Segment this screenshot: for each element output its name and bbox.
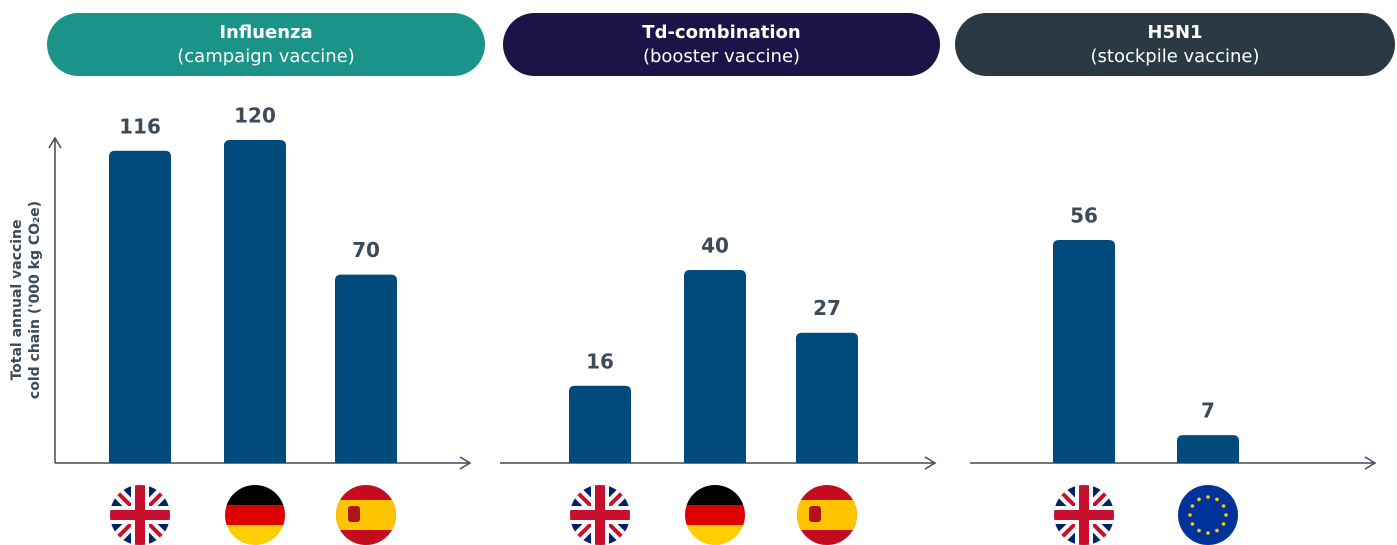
y-label-line: Total annual vaccine <box>9 219 25 380</box>
value-label: 120 <box>234 104 276 128</box>
header-pill <box>955 13 1395 76</box>
bar <box>335 274 397 463</box>
value-label: 27 <box>813 296 841 320</box>
header-subtitle: (campaign vaccine) <box>177 46 354 67</box>
header-title: Influenza <box>219 22 312 43</box>
flag-uk <box>110 485 170 545</box>
flag-germany <box>685 485 745 545</box>
value-label: 16 <box>586 349 614 373</box>
flag-germany <box>225 485 285 545</box>
value-label: 7 <box>1201 399 1215 423</box>
header-pill <box>503 13 940 76</box>
value-label: 40 <box>701 234 729 258</box>
bar <box>796 332 858 463</box>
y-axis-label: Total annual vaccine cold chain ('000 kg… <box>9 201 43 399</box>
bar <box>569 385 631 463</box>
header-subtitle: (stockpile vaccine) <box>1091 46 1260 67</box>
value-label: 56 <box>1070 204 1098 228</box>
flag-eu <box>1178 485 1238 545</box>
bar <box>1177 435 1239 463</box>
bar <box>684 270 746 463</box>
bar <box>1053 240 1115 463</box>
flag-spain <box>336 485 396 545</box>
header-subtitle: (booster vaccine) <box>643 46 800 67</box>
flag-uk <box>570 485 630 545</box>
flag-uk <box>1054 485 1114 545</box>
header-title: H5N1 <box>1147 22 1202 43</box>
x-axis <box>970 456 1377 470</box>
flag-spain <box>797 485 857 545</box>
y-label-line: cold chain ('000 kg CO₂e) <box>27 201 43 399</box>
bar <box>109 150 171 463</box>
bar <box>224 140 286 463</box>
value-label: 70 <box>352 238 380 262</box>
value-label: 116 <box>119 114 161 138</box>
y-axis <box>48 136 62 463</box>
header-pill <box>47 13 485 76</box>
header-title: Td-combination <box>642 22 800 43</box>
